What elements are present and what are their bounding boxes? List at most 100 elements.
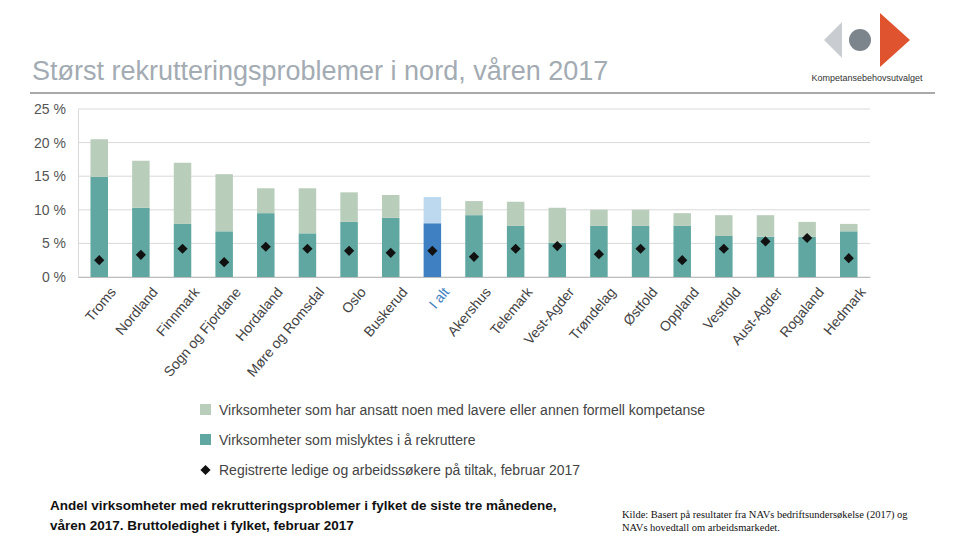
marker (511, 244, 521, 254)
bar (757, 215, 774, 237)
y-tick-label: 15 % (34, 168, 66, 184)
x-tick-label: Hedmark (820, 283, 869, 338)
x-axis-line (79, 277, 871, 278)
y-tick: 10 % (34, 202, 78, 218)
marker (802, 233, 812, 243)
marker (844, 253, 854, 263)
x-tick: Aust-Agder (728, 277, 785, 348)
bar (90, 177, 107, 277)
x-tick-label: Buskerud (360, 284, 410, 340)
bar (715, 215, 732, 236)
point-series (94, 233, 854, 267)
marker (719, 244, 729, 254)
grid (78, 109, 870, 277)
marker (177, 244, 187, 254)
caption: våren 2017. Bruttoledighet i fylket, feb… (50, 518, 354, 533)
x-tick-label: Vestfold (699, 284, 743, 332)
marks (90, 139, 857, 277)
bar-series (90, 177, 857, 277)
x-tick-label: Trøndelag (566, 284, 619, 343)
x-tick: Oslo (338, 277, 369, 316)
caption: Andel virksomheter med rekrutteringsprob… (50, 498, 556, 513)
x-tick: I alt (426, 277, 453, 312)
x-tick-label: Akershus (444, 284, 494, 339)
x-tick: Buskerud (360, 277, 410, 340)
marker (261, 242, 271, 252)
bar (132, 208, 149, 277)
bar (590, 226, 607, 277)
bar (465, 215, 482, 277)
x-axis: TromsNordlandFinnmarkSogn og FjordaneHor… (79, 277, 871, 380)
bar (673, 226, 690, 277)
logo: Kompetansebehovsutvalget (811, 13, 923, 83)
bar (632, 210, 649, 226)
source: Kilde: Basert på resultater fra NAVs bed… (622, 509, 908, 521)
legend-label: Virksomheter som mislyktes i å rekrutter… (219, 432, 476, 448)
marker (386, 248, 396, 258)
bar (257, 213, 274, 277)
legend: Virksomheter som har ansatt noen med lav… (200, 402, 705, 478)
y-tick-label: 5 % (42, 235, 66, 251)
marker (677, 255, 687, 265)
logo-shape (880, 13, 910, 67)
x-tick-label: Sogn og Fjordane (160, 284, 244, 380)
x-tick: Troms (82, 277, 119, 324)
x-tick: Rogaland (776, 277, 827, 340)
grid-line (78, 142, 870, 143)
marker (219, 257, 229, 267)
bar (757, 237, 774, 277)
bar (840, 231, 857, 277)
marker (552, 241, 562, 251)
bar (215, 231, 232, 277)
legend-label: Registrerte ledige og arbeidssøkere på t… (219, 462, 580, 478)
y-tick: 5 % (42, 235, 78, 251)
x-tick: Møre og Romsdal (244, 277, 328, 380)
legend-swatch (200, 404, 211, 415)
y-tick: 25 % (34, 101, 78, 117)
x-tick-label: Østfold (620, 284, 661, 328)
marker (302, 244, 312, 254)
bar (299, 233, 316, 277)
y-tick-label: 25 % (34, 101, 66, 117)
y-tick-label: 10 % (34, 202, 66, 218)
legend-label: Virksomheter som har ansatt noen med lav… (219, 402, 705, 418)
bar (590, 210, 607, 226)
x-tick-label: Oslo (338, 284, 369, 316)
y-tick-label: 0 % (42, 269, 66, 285)
marker (94, 255, 104, 265)
bar (340, 222, 357, 277)
source: NAVs hovedtall om arbeidsmarkedet. (622, 522, 780, 533)
header-rule (30, 93, 935, 94)
x-tick-label: Møre og Romsdal (244, 284, 328, 380)
x-tick: Akershus (444, 277, 494, 339)
chart: Størst rekrutteringsproblemer i nord, vå… (0, 0, 960, 540)
y-tick: 20 % (34, 135, 78, 151)
bar (174, 163, 191, 224)
legend-swatch (200, 434, 211, 445)
bar (382, 218, 399, 277)
x-tick-label: I alt (426, 284, 453, 312)
x-tick: Vestfold (699, 277, 743, 333)
y-axis: 0 % 5 % 10 % 15 % 20 % 25 % (34, 101, 78, 285)
marker (136, 250, 146, 260)
logo-shape (849, 29, 871, 51)
grid-line (78, 109, 870, 110)
x-tick: Vest-Agder (520, 277, 577, 347)
logo-shape (824, 22, 842, 58)
bar (840, 224, 857, 231)
bar-series (90, 139, 857, 242)
bar (465, 201, 482, 215)
bar (132, 161, 149, 208)
title: Størst rekrutteringsproblemer i nord, vå… (32, 56, 608, 86)
bar (174, 224, 191, 277)
bar (673, 213, 690, 226)
y-tick-label: 20 % (34, 135, 66, 151)
bar (340, 192, 357, 222)
bar (299, 188, 316, 233)
bar (507, 226, 524, 277)
grid-line (78, 176, 870, 177)
marker (427, 246, 437, 256)
bar (549, 208, 566, 243)
x-tick-label: Oppland (656, 284, 702, 335)
x-tick: Østfold (620, 277, 661, 328)
